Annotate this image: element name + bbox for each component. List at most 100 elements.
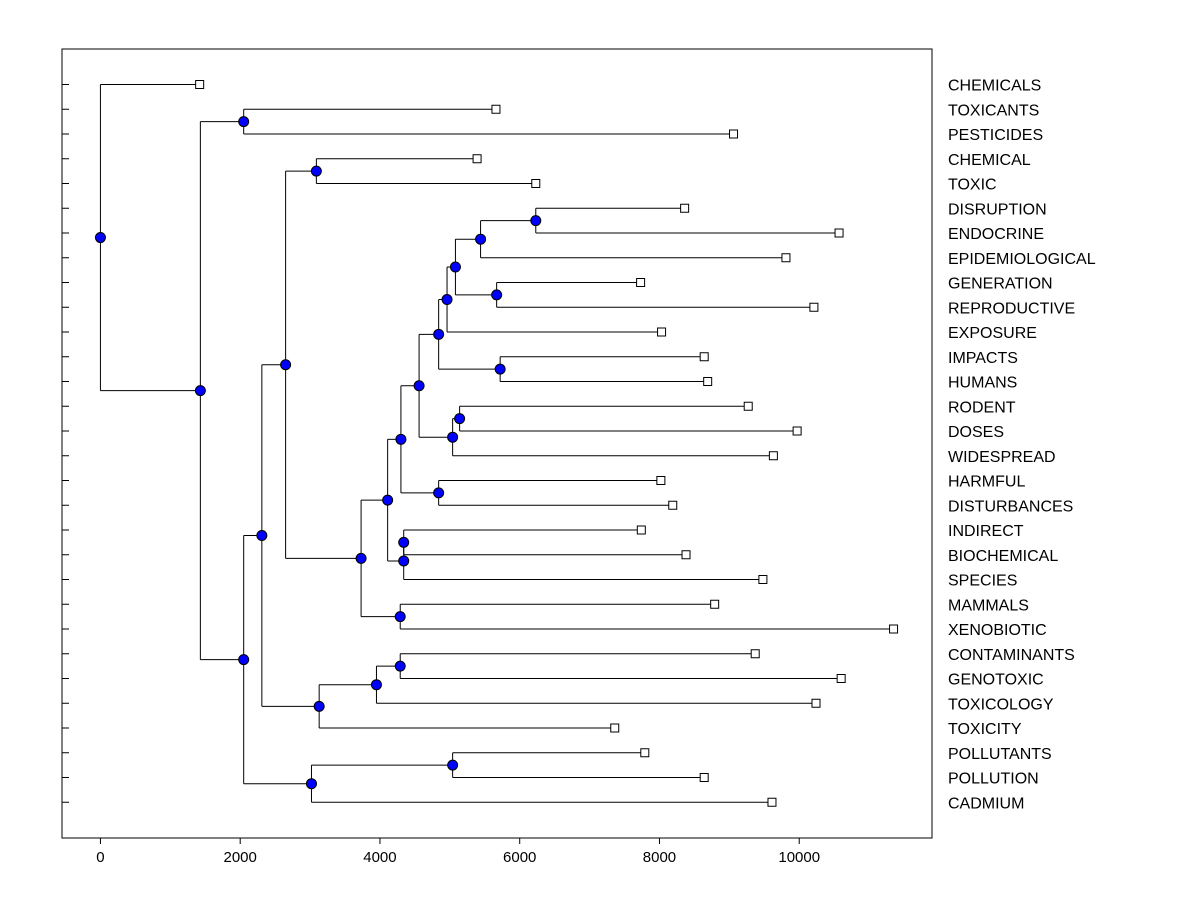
leaf-label: HUMANS — [948, 375, 1017, 392]
merge-node-marker — [433, 328, 445, 340]
merge-node-marker — [194, 385, 206, 397]
leaf-label: POLLUTION — [948, 771, 1039, 788]
leaf-label: CONTAMINANTS — [948, 647, 1075, 664]
leaf-marker — [668, 500, 678, 510]
leaf-label: REPRODUCTIVE — [948, 300, 1075, 317]
leaf-marker — [680, 203, 690, 213]
merge-node-marker — [394, 611, 406, 623]
merge-node-marker — [449, 261, 461, 273]
leaf-label: BIOCHEMICAL — [948, 548, 1058, 565]
leaf-marker — [472, 154, 482, 164]
merge-node-marker — [433, 487, 445, 499]
leaf-label: ENDOCRINE — [948, 226, 1044, 243]
leaf-marker — [743, 401, 753, 411]
x-tick-label: 8000 — [643, 849, 676, 866]
merge-node-marker — [475, 233, 487, 245]
leaf-label: EPIDEMIOLOGICAL — [948, 251, 1096, 268]
leaf-label: GENERATION — [948, 276, 1053, 293]
merge-node-marker — [280, 359, 292, 371]
leaf-label: PESTICIDES — [948, 127, 1043, 144]
leaf-marker — [699, 352, 709, 362]
merge-node-marker — [398, 536, 410, 548]
leaf-marker — [681, 550, 691, 560]
leaf-label: DISRUPTION — [948, 201, 1047, 218]
leaf-marker — [531, 179, 541, 188]
leaf-marker — [781, 253, 791, 263]
leaf-label: WIDESPREAD — [948, 449, 1056, 466]
leaf-label: CADMIUM — [948, 795, 1024, 812]
leaf-label: EXPOSURE — [948, 325, 1037, 342]
leaf-labels: CHEMICALS TOXICANTS PESTICIDES CHEMICAL TOXI… — [948, 78, 1096, 813]
x-tick-label: 6000 — [503, 849, 536, 866]
leaf-marker — [768, 451, 778, 461]
leaf-marker — [640, 748, 650, 758]
x-tick-label: 2000 — [224, 849, 257, 866]
leaf-marker — [750, 649, 760, 659]
leaf-label: GENOTOXIC — [948, 672, 1044, 689]
merge-node-marker — [413, 380, 425, 392]
leaf-marker — [792, 426, 802, 436]
merge-node-marker — [370, 679, 382, 691]
merge-node-marker — [238, 116, 250, 128]
merge-node-marker — [447, 431, 459, 443]
merge-node-marker — [256, 530, 268, 542]
x-tick-label: 4000 — [363, 849, 396, 866]
leaf-marker — [809, 302, 819, 312]
merge-node-marker — [494, 363, 506, 375]
leaf-label: DISTURBANCES — [948, 498, 1073, 515]
leaf-label: IMPACTS — [948, 350, 1018, 367]
leaf-marker — [758, 575, 768, 584]
leaf-label: CHEMICAL — [948, 152, 1031, 169]
leaf-label: HARMFUL — [948, 474, 1025, 491]
merge-node-marker — [94, 232, 106, 244]
merge-node-marker — [441, 294, 453, 306]
merge-node-marker — [530, 215, 542, 227]
leaf-marker — [767, 797, 777, 807]
merge-node-marker — [454, 413, 466, 425]
leaf-marker — [889, 624, 899, 634]
dendrogram-links — [99, 84, 894, 803]
leaf-marker — [610, 723, 620, 733]
leaf-marker — [636, 525, 646, 535]
axis-ticks: 0 2000 4000 6000 8000 10000 — [62, 84, 820, 866]
leaf-marker — [699, 773, 709, 782]
leaf-label: TOXICITY — [948, 721, 1022, 738]
merge-node-marker — [491, 289, 503, 301]
merge-node-marker — [355, 552, 367, 564]
leaf-marker — [811, 698, 821, 708]
leaf-marker — [656, 476, 666, 485]
merge-node-marker — [310, 165, 322, 177]
merge-node-marker — [398, 555, 410, 567]
leaf-label: RODENT — [948, 399, 1016, 416]
merge-node-marker — [313, 700, 325, 712]
merge-node-marker — [394, 660, 406, 672]
leaf-label: INDIRECT — [948, 523, 1024, 540]
leaf-marker — [834, 228, 844, 238]
leaf-label: SPECIES — [948, 573, 1017, 590]
merge-node-marker — [305, 778, 317, 790]
leaf-marker — [657, 327, 667, 337]
leaf-marker — [491, 104, 501, 114]
merge-node-marker — [447, 759, 459, 771]
leaf-label: TOXIC — [948, 177, 997, 194]
x-tick-label: 10000 — [778, 849, 820, 866]
leaf-marker — [195, 80, 205, 89]
merge-node-marker — [238, 654, 250, 666]
leaf-label: TOXICANTS — [948, 102, 1039, 119]
leaf-label: CHEMICALS — [948, 78, 1041, 95]
leaf-label: TOXICOLOGY — [948, 696, 1054, 713]
leaf-marker — [729, 129, 739, 139]
leaf-label: MAMMALS — [948, 597, 1029, 614]
leaf-label: POLLUTANTS — [948, 746, 1052, 763]
x-tick-label: 0 — [96, 849, 104, 866]
leaf-marker — [636, 278, 646, 287]
leaf-marker — [703, 377, 713, 386]
merge-node-marker — [395, 433, 407, 445]
dendrogram-markers — [94, 80, 899, 807]
leaf-label: DOSES — [948, 424, 1004, 441]
plot-area-frame — [61, 48, 933, 839]
leaf-label: XENOBIOTIC — [948, 622, 1047, 639]
leaf-marker — [710, 599, 720, 609]
merge-node-marker — [382, 494, 394, 506]
